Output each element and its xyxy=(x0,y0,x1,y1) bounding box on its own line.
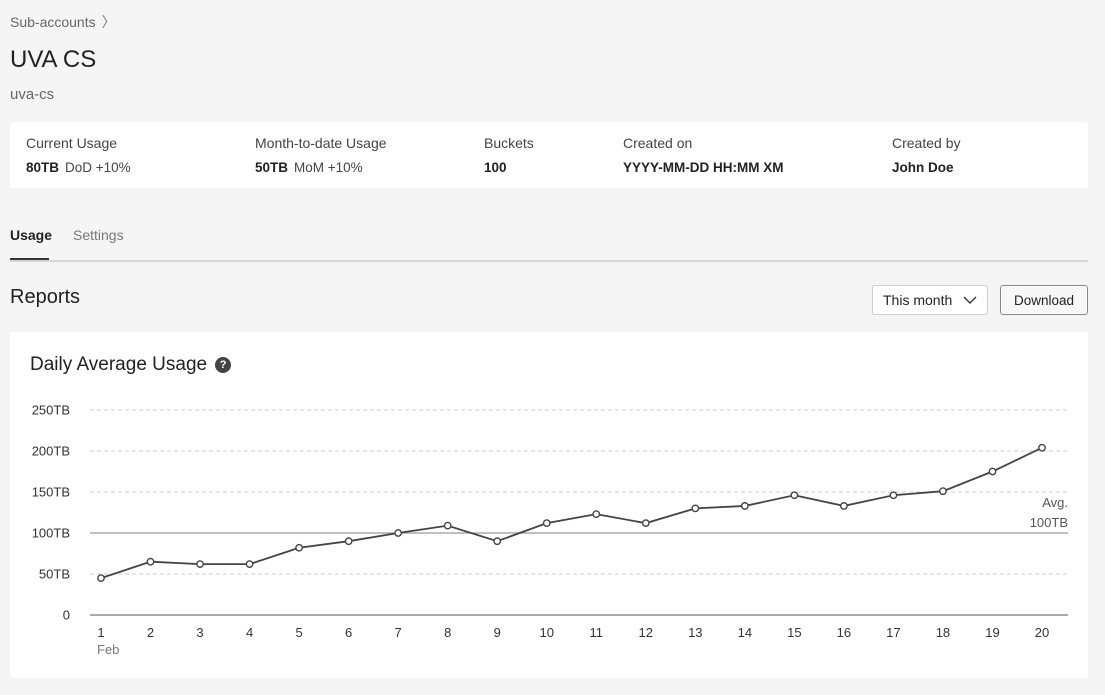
x-tick-label: 14 xyxy=(738,625,752,640)
x-tick-label: 18 xyxy=(936,625,950,640)
help-icon[interactable]: ? xyxy=(215,357,232,373)
x-tick-label: 8 xyxy=(444,625,451,640)
data-point xyxy=(146,557,155,566)
x-tick-label: 3 xyxy=(196,625,203,640)
y-tick-label: 150TB xyxy=(32,485,70,500)
x-tick-label: 16 xyxy=(837,625,851,640)
active-tab-indicator xyxy=(10,258,49,260)
stat-label: Buckets xyxy=(484,135,534,151)
y-tick-label: 0 xyxy=(63,608,70,623)
stat-label: Created on xyxy=(623,135,693,151)
tab-settings[interactable]: Settings xyxy=(73,227,124,243)
x-tick-label: 13 xyxy=(688,625,702,640)
data-point xyxy=(245,560,254,569)
tab-bar: Usage Settings xyxy=(10,222,1088,262)
data-point xyxy=(493,537,502,546)
stat-created-by: Created by John Doe xyxy=(892,135,960,175)
data-point xyxy=(939,487,947,496)
download-button[interactable]: Download xyxy=(1000,285,1088,315)
x-tick-label: 5 xyxy=(295,625,302,640)
data-point xyxy=(592,510,601,519)
data-point xyxy=(988,467,997,476)
stat-value: 100 xyxy=(484,160,507,175)
data-point xyxy=(790,491,799,500)
average-value-label: 100TB xyxy=(1030,515,1068,530)
data-point xyxy=(839,502,848,510)
x-tick-label: 12 xyxy=(639,625,653,640)
average-label: Avg. xyxy=(1042,495,1068,510)
x-tick-label: 7 xyxy=(395,625,402,640)
x-tick-label: 9 xyxy=(494,625,501,640)
breadcrumb-link-sub-accounts[interactable]: Sub-accounts xyxy=(10,14,96,30)
data-point xyxy=(97,574,105,583)
data-point xyxy=(740,502,749,510)
y-tick-label: 200TB xyxy=(32,444,70,459)
chart-title: Daily Average Usage xyxy=(30,354,208,375)
data-point xyxy=(889,491,898,500)
page-subtitle: uva-cs xyxy=(10,86,55,103)
x-tick-label: 4 xyxy=(246,625,253,640)
data-point xyxy=(542,519,551,528)
data-point xyxy=(443,521,452,530)
data-point xyxy=(394,529,403,537)
y-tick-label: 100TB xyxy=(32,526,70,541)
series-line xyxy=(100,446,1043,579)
chart-card: 0 50TB 100TB 150TB 200TB 250TB Avg. 100TB 1 2 3 4 5 6… xyxy=(10,332,1088,678)
date-range-select[interactable]: This month xyxy=(872,285,988,315)
stat-created-on: Created on YYYY-MM-DD HH:MM XM xyxy=(623,135,784,175)
x-tick-label: 17 xyxy=(886,625,900,640)
reports-title: Reports xyxy=(10,286,81,308)
chart-title-row: Daily Average Usage ? xyxy=(30,354,232,376)
x-tick-label: 1 xyxy=(97,625,104,640)
stat-label: Created by xyxy=(892,135,961,151)
page-title: UVA CS xyxy=(10,46,97,73)
chevron-right-icon: 〉 xyxy=(101,14,116,30)
x-tick-month-label: Feb xyxy=(97,642,119,657)
stat-month-to-date-usage: Month-to-date Usage 50TB MoM +10% xyxy=(255,135,387,175)
summary-stats-card: Current Usage 80TB DoD +10% Month-to-date… xyxy=(10,122,1088,188)
stat-delta: MoM +10% xyxy=(294,160,363,175)
stat-label: Month-to-date Usage xyxy=(255,135,387,151)
x-tick-label: 2 xyxy=(147,625,154,640)
stat-delta: DoD +10% xyxy=(65,160,131,175)
stat-value: YYYY-MM-DD HH:MM XM xyxy=(623,160,784,175)
x-tick-label: 20 xyxy=(1035,625,1049,640)
data-point xyxy=(196,560,204,569)
data-point xyxy=(641,519,650,528)
stat-value: 80TB xyxy=(26,160,60,175)
breadcrumb: Sub-accounts 〉 xyxy=(10,12,116,32)
stat-current-usage: Current Usage 80TB DoD +10% xyxy=(26,135,131,175)
date-range-value: This month xyxy=(883,292,953,308)
data-point xyxy=(691,504,700,513)
data-point xyxy=(344,537,353,546)
stat-value: John Doe xyxy=(892,160,954,175)
y-tick-label: 50TB xyxy=(39,567,70,582)
y-tick-label: 250TB xyxy=(32,403,70,418)
x-tick-label: 10 xyxy=(540,625,554,640)
stat-buckets: Buckets 100 xyxy=(484,135,534,175)
data-point xyxy=(295,543,304,552)
tab-usage[interactable]: Usage xyxy=(10,227,53,243)
stat-label: Current Usage xyxy=(26,135,118,151)
x-tick-label: 15 xyxy=(787,625,801,640)
x-tick-label: 11 xyxy=(590,625,604,640)
data-point xyxy=(1038,443,1046,452)
x-tick-label: 6 xyxy=(345,625,352,640)
x-tick-label: 19 xyxy=(985,625,999,640)
chevron-down-icon xyxy=(963,296,977,304)
stat-value: 50TB xyxy=(255,160,289,175)
